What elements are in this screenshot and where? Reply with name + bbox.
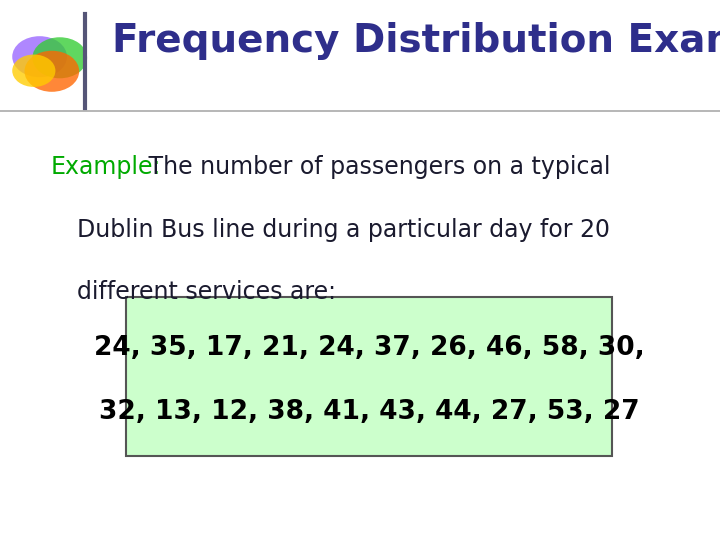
Text: 32, 13, 12, 38, 41, 43, 44, 27, 53, 27: 32, 13, 12, 38, 41, 43, 44, 27, 53, 27 bbox=[99, 399, 639, 424]
Text: different services are:: different services are: bbox=[77, 280, 336, 303]
Text: Example:: Example: bbox=[50, 156, 161, 179]
Text: The number of passengers on a typical: The number of passengers on a typical bbox=[141, 156, 611, 179]
Text: 24, 35, 17, 21, 24, 37, 26, 46, 58, 30,: 24, 35, 17, 21, 24, 37, 26, 46, 58, 30, bbox=[94, 335, 644, 361]
FancyBboxPatch shape bbox=[126, 297, 612, 456]
Text: Dublin Bus line during a particular day for 20: Dublin Bus line during a particular day … bbox=[77, 218, 610, 241]
Text: Frequency Distribution Example: Frequency Distribution Example bbox=[112, 22, 720, 59]
